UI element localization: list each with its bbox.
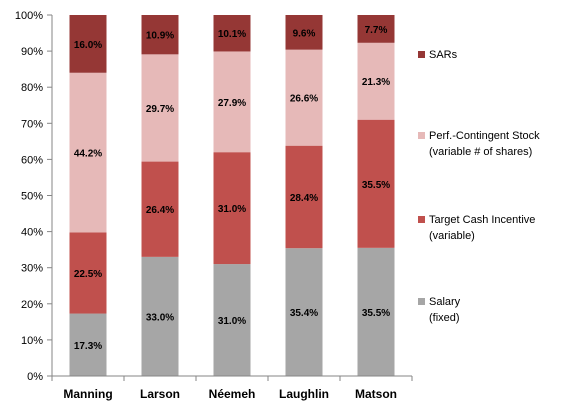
y-tick-label: 0% <box>27 371 43 383</box>
bar-segment <box>285 145 323 249</box>
y-tick-label: 80% <box>21 82 43 94</box>
bar-segment <box>141 256 179 376</box>
y-tick-label: 90% <box>21 46 43 58</box>
y-tick-label: 40% <box>21 227 43 239</box>
legend-item: Salary (fixed) <box>418 294 460 326</box>
bar-segment <box>285 49 323 146</box>
legend-swatch <box>418 132 425 139</box>
x-axis-ticks: Manning Larson Néemeh Laughlin Matson <box>51 376 413 401</box>
bar-segment <box>213 15 251 52</box>
legend-item: SARs <box>418 47 457 63</box>
data-labels-layer: 17.3% 22.5% 44.2% 16.0% 33.0% 26.4% 29.7% 10.9%… <box>74 25 390 352</box>
legend-label-line: (variable) <box>429 230 475 242</box>
y-tick-label: 10% <box>21 335 43 347</box>
category-label: Larson <box>140 387 180 401</box>
data-label: 7.7% <box>365 25 388 36</box>
bar-segment <box>357 15 395 43</box>
legend-item: Perf.-Contingent Stock (variable # of sha… <box>418 128 540 160</box>
data-label: 31.0% <box>218 204 246 215</box>
legend-label: Target Cash Incentive (variable) <box>429 212 535 244</box>
data-label: 10.9% <box>146 31 174 42</box>
legend-swatch <box>418 216 425 223</box>
legend-label: SARs <box>429 47 457 63</box>
y-tick-label: 100% <box>15 10 43 22</box>
bar-segment <box>141 161 179 257</box>
legend-swatch <box>418 51 425 58</box>
legend-label-line: (variable # of shares) <box>429 146 533 158</box>
bar-segment <box>357 119 395 248</box>
bar-segment <box>357 42 395 120</box>
y-axis-ticks: 0% 10% 20% 30% 40% 50% 60% 70% 80% 90% 100% <box>15 10 52 383</box>
bar-segment <box>357 247 395 376</box>
category-label: Laughlin <box>279 387 329 401</box>
legend-label-line: SARs <box>429 49 458 61</box>
bar-segment <box>213 264 251 376</box>
bars-layer <box>69 15 395 376</box>
data-label: 10.1% <box>218 29 246 40</box>
legend-label-line: Salary <box>429 296 461 308</box>
data-label: 9.6% <box>293 28 316 39</box>
legend-label: Perf.-Contingent Stock (variable # of sha… <box>429 128 540 160</box>
legend-label: Salary (fixed) <box>429 294 460 326</box>
data-label: 26.6% <box>290 94 318 105</box>
bar-segment <box>141 54 179 162</box>
legend: SARs Perf.-Contingent Stock (variable # of… <box>418 0 568 409</box>
data-label: 16.0% <box>74 40 102 51</box>
legend-label-line: Perf.-Contingent Stock <box>429 130 540 142</box>
data-label: 33.0% <box>146 312 174 323</box>
bar-segment <box>285 248 323 376</box>
y-tick-label: 30% <box>21 263 43 275</box>
y-tick-label: 50% <box>21 191 43 203</box>
data-label: 35.4% <box>290 308 318 319</box>
y-tick-label: 60% <box>21 154 43 166</box>
bar-segment <box>69 15 107 73</box>
category-label: Néemeh <box>209 387 256 401</box>
data-label: 22.5% <box>74 269 102 280</box>
bar-segment <box>213 51 251 153</box>
data-label: 27.9% <box>218 98 246 109</box>
data-label: 17.3% <box>74 341 102 352</box>
legend-swatch <box>418 298 425 305</box>
legend-label-line: Target Cash Incentive <box>429 214 536 226</box>
y-tick-label: 70% <box>21 118 43 130</box>
category-label: Matson <box>355 387 397 401</box>
bar-segment <box>69 313 107 376</box>
legend-item: Target Cash Incentive (variable) <box>418 212 535 244</box>
data-label: 29.7% <box>146 104 174 115</box>
bar-segment <box>285 15 323 50</box>
data-label: 26.4% <box>146 205 174 216</box>
data-label: 35.5% <box>362 308 390 319</box>
y-tick-label: 20% <box>21 299 43 311</box>
bar-segment <box>69 232 107 314</box>
bar-segment <box>69 72 107 233</box>
data-label: 44.2% <box>74 149 102 160</box>
data-label: 21.3% <box>362 77 390 88</box>
data-label: 35.5% <box>362 180 390 191</box>
data-label: 31.0% <box>218 316 246 327</box>
category-label: Manning <box>63 387 112 401</box>
bar-segment <box>213 152 251 265</box>
bar-segment <box>141 15 179 55</box>
data-label: 28.4% <box>290 193 318 204</box>
legend-label-line: (fixed) <box>429 312 460 324</box>
